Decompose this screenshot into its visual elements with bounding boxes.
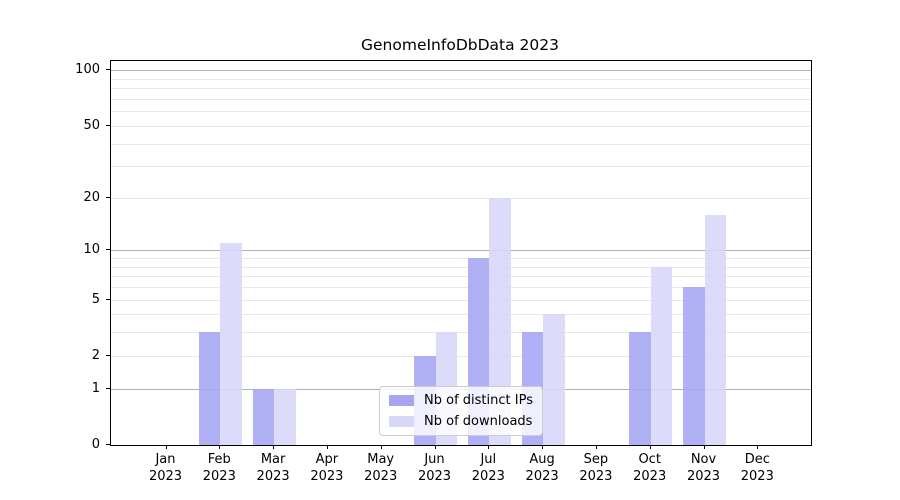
x-tick-label-feb: Feb 2023 [187, 452, 251, 486]
y-tick-mark [106, 69, 110, 71]
y-tick-label: 0 [91, 437, 100, 452]
x-tick-label-jun: Jun 2023 [403, 452, 467, 486]
x-tick-year: 2023 [525, 468, 559, 484]
x-tick-mark [703, 445, 705, 449]
minor-gridline [111, 125, 811, 127]
y-tick-label: 10 [83, 242, 100, 258]
legend-label-distinct-ips: Nb of distinct IPs [424, 393, 533, 408]
x-tick-mark [380, 445, 382, 449]
minor-gridline [111, 276, 811, 278]
legend: Nb of distinct IPs Nb of downloads [379, 386, 543, 436]
bar-downloads [274, 388, 296, 445]
y-tick-mark [106, 387, 110, 389]
major-gridline [111, 70, 811, 72]
minor-gridline [111, 98, 811, 100]
x-tick-year: 2023 [148, 468, 183, 484]
bar-distinct-ips [252, 388, 275, 445]
y-tick-mark [106, 298, 110, 300]
x-tick-label-apr: Apr 2023 [295, 452, 359, 486]
minor-gridline [111, 299, 811, 301]
x-tick-label-sep: Sep 2023 [564, 452, 628, 486]
minor-gridline [111, 332, 811, 334]
x-tick-mark [165, 445, 167, 449]
bar-downloads [704, 215, 726, 445]
x-tick-label-mar: Mar 2023 [241, 452, 305, 486]
y-tick-mark [106, 444, 110, 445]
legend-swatch-downloads [389, 416, 415, 427]
x-tick-label-nov: Nov 2023 [672, 452, 736, 486]
minor-gridline [111, 78, 811, 80]
legend-entry-distinct-ips: Nb of distinct IPs [389, 393, 533, 408]
x-tick-year: 2023 [417, 468, 452, 484]
legend-entry-downloads: Nb of downloads [389, 414, 533, 429]
y-tick-mark [106, 196, 110, 198]
y-tick-mark [106, 249, 110, 251]
bar-downloads [489, 197, 511, 445]
x-tick-label-oct: Oct 2023 [618, 452, 682, 486]
plot-area: Nb of distinct IPs Nb of downloads [110, 60, 812, 446]
minor-gridline [111, 287, 811, 289]
x-tick-mark [542, 445, 544, 449]
minor-gridline [111, 266, 811, 268]
legend-label-downloads: Nb of downloads [424, 414, 533, 429]
x-tick-year: 2023 [364, 468, 398, 484]
minor-gridline [111, 88, 811, 90]
minor-gridline [111, 258, 811, 260]
x-tick-mark [273, 445, 275, 449]
bar-downloads [543, 314, 565, 445]
x-tick-mark [649, 445, 651, 449]
x-tick-year: 2023 [310, 468, 344, 484]
y-tick-mark [106, 124, 110, 126]
minor-gridline [111, 143, 811, 145]
x-tick-year: 2023 [686, 468, 721, 484]
minor-gridline [111, 355, 811, 357]
x-tick-label-aug: Aug 2023 [510, 452, 574, 486]
bar-distinct-ips [198, 332, 221, 445]
minor-gridline [111, 197, 811, 199]
x-tick-year: 2023 [633, 468, 667, 484]
chart-title: GenomeInfoDbData 2023 [361, 36, 559, 54]
bar-distinct-ips [683, 287, 705, 445]
x-tick-year: 2023 [740, 468, 774, 484]
x-tick-mark [326, 445, 328, 449]
y-tick-label: 50 [83, 117, 100, 133]
major-gridline [111, 250, 811, 252]
x-tick-year: 2023 [579, 468, 613, 484]
x-tick-label-dec: Dec 2023 [725, 452, 789, 486]
x-tick-year: 2023 [256, 468, 290, 484]
x-tick-year: 2023 [471, 468, 505, 484]
y-tick-label: 2 [91, 347, 100, 363]
x-tick-label-may: May 2023 [349, 452, 413, 486]
bar-downloads [220, 243, 242, 445]
legend-swatch-distinct-ips [389, 395, 415, 406]
x-tick-mark [595, 445, 597, 449]
minor-gridline [111, 166, 811, 168]
y-tick-label: 20 [83, 189, 100, 205]
y-tick-label: 5 [91, 291, 100, 307]
x-tick-mark [219, 445, 221, 449]
y-tick-mark [106, 354, 110, 356]
bar-downloads [650, 266, 673, 445]
minor-gridline [111, 314, 811, 316]
x-tick-year: 2023 [202, 468, 236, 484]
y-tick-label: 1 [91, 380, 100, 396]
minor-gridline [111, 111, 811, 113]
bar-distinct-ips [629, 332, 651, 445]
x-tick-mark [434, 445, 436, 449]
x-tick-mark [757, 445, 759, 449]
y-tick-label: 100 [75, 62, 100, 78]
x-tick-label-jul: Jul 2023 [456, 452, 520, 486]
x-tick-label-jan: Jan 2023 [134, 452, 198, 486]
x-tick-mark [488, 445, 490, 449]
